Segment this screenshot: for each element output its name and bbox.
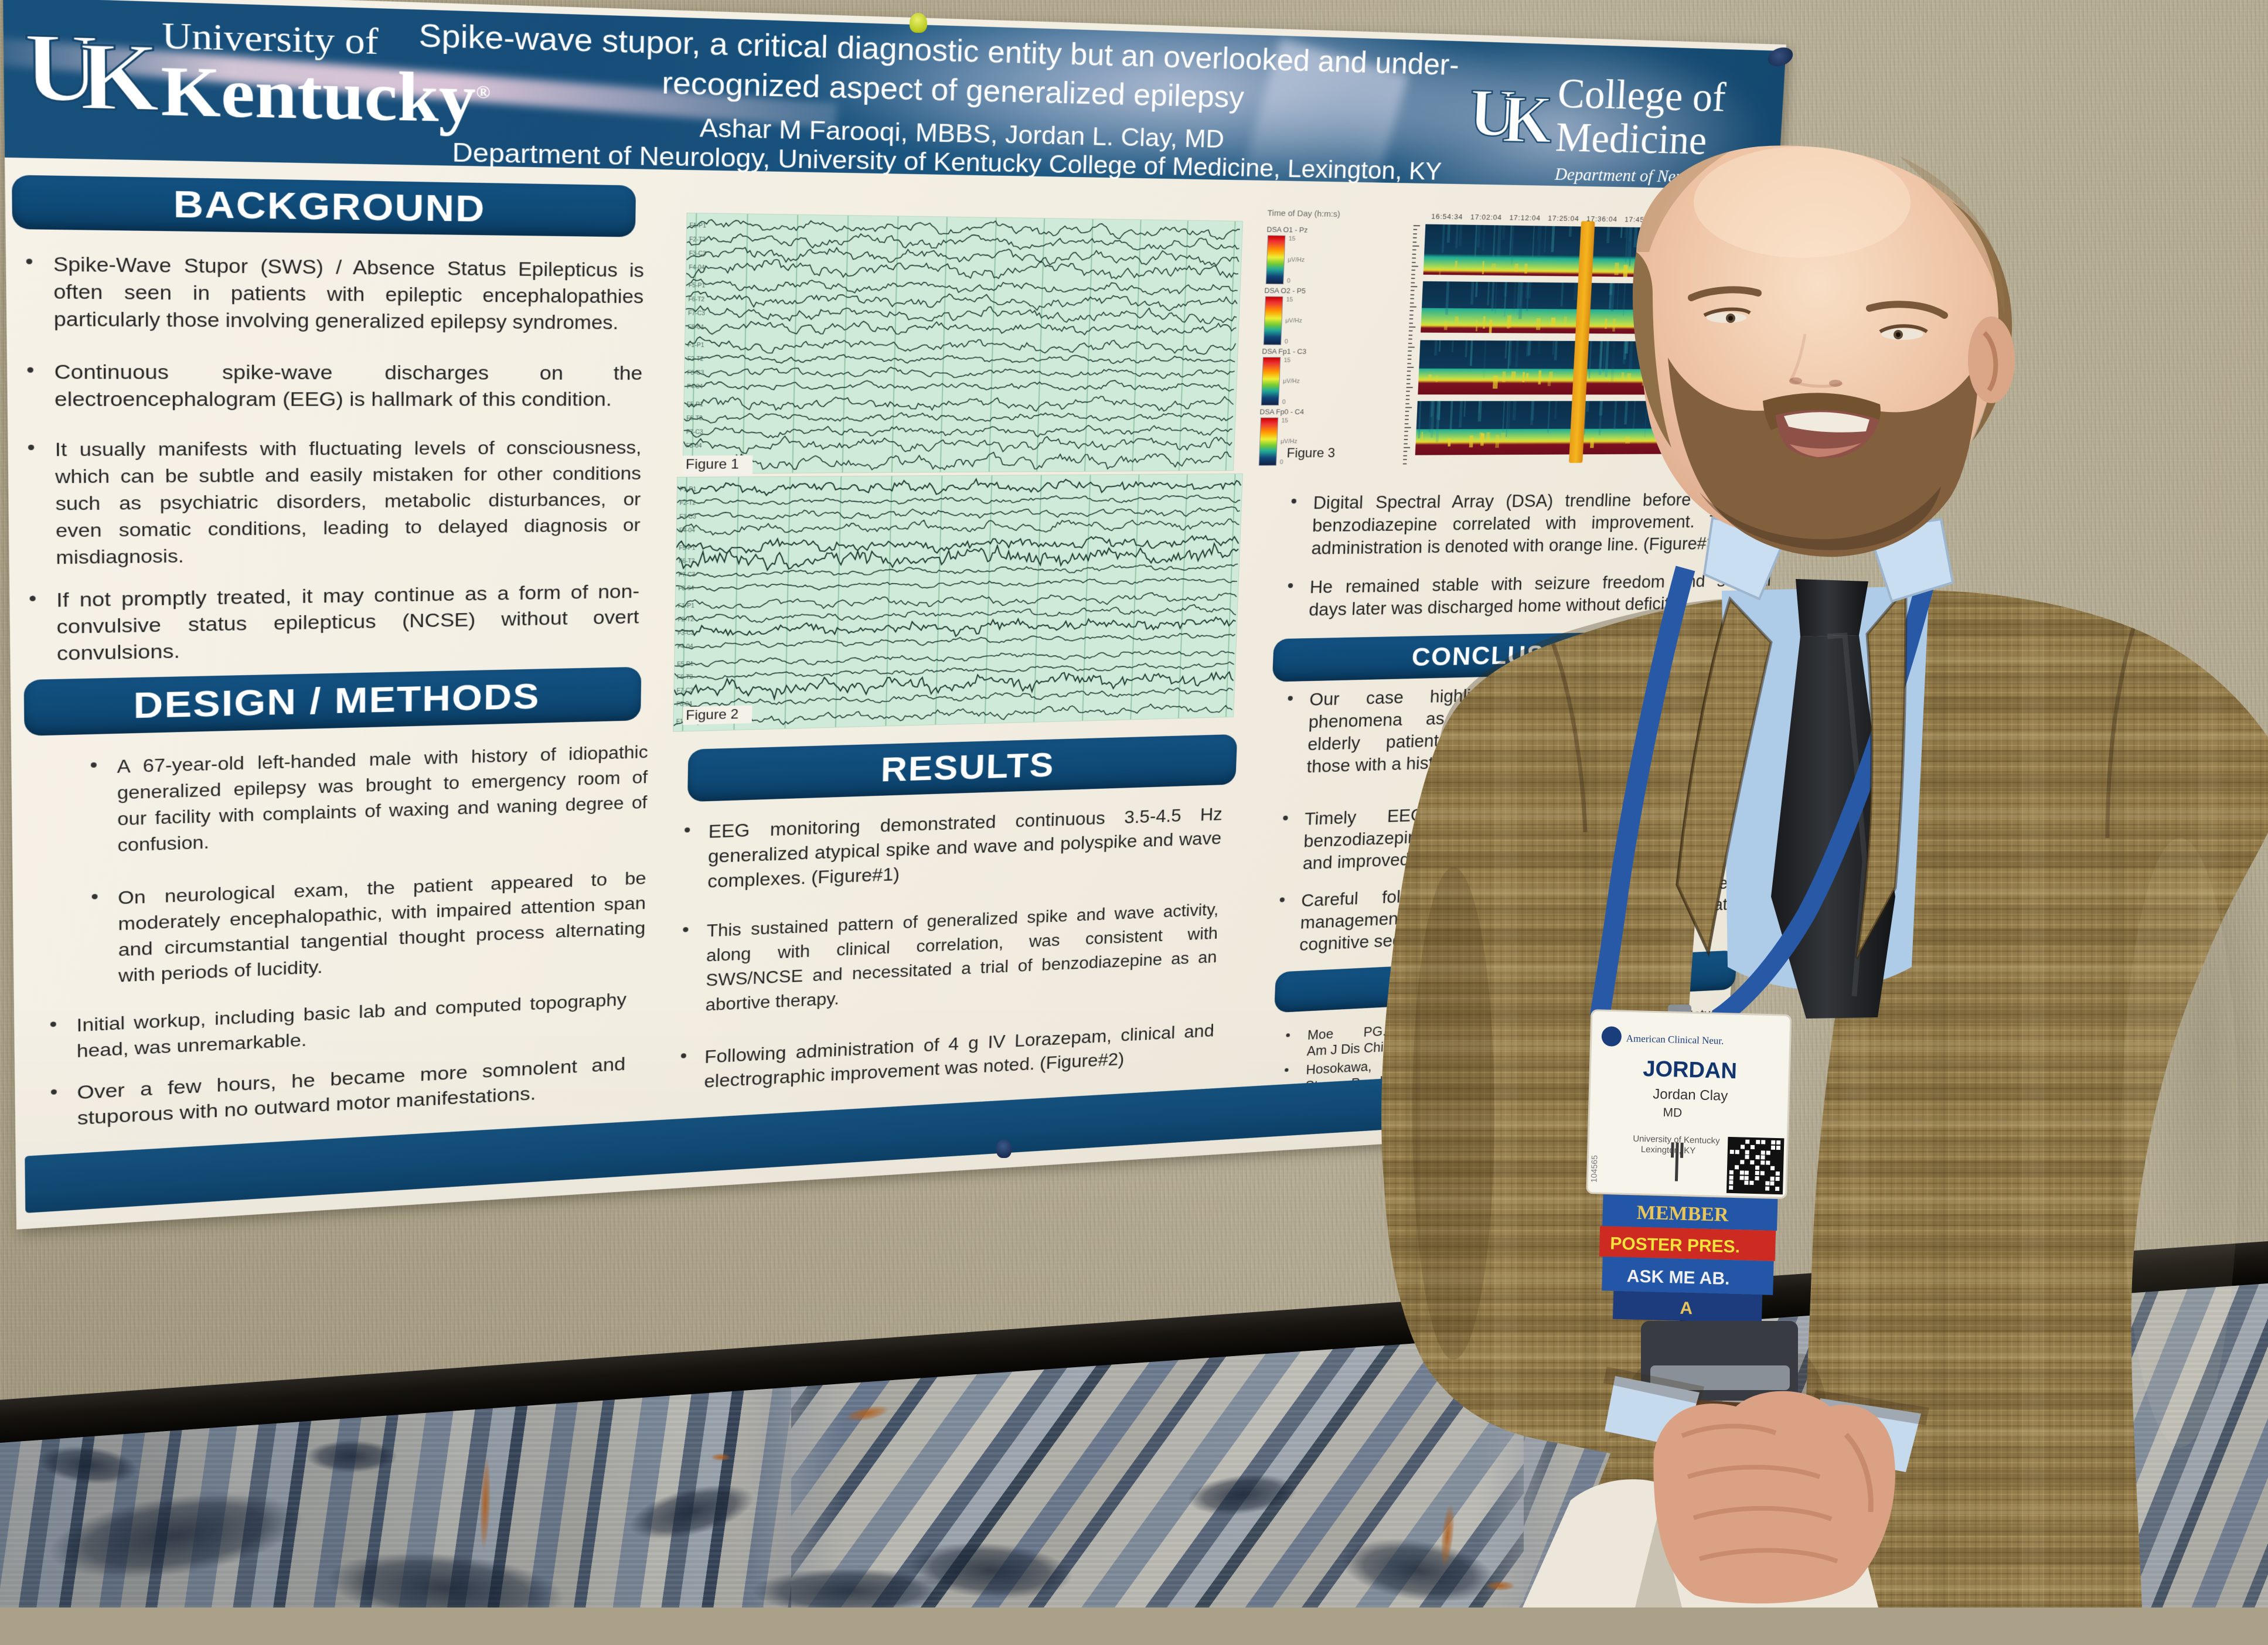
svg-text:JORDAN: JORDAN [1643,1057,1738,1084]
svg-text:F1-P1: F1-P1 [689,223,706,229]
svg-text:F2-T2: F2-T2 [689,237,706,243]
svg-text:F3-C3: F3-C3 [687,370,704,376]
svg-text:American Clinical Neur.: American Clinical Neur. [1626,1033,1724,1046]
svg-text:F2-T2: F2-T2 [677,617,694,623]
svg-text:F1-P1: F1-P1 [687,342,704,349]
svg-text:F8-04: F8-04 [676,701,692,707]
svg-text:ASK ME AB.: ASK ME AB. [1626,1266,1729,1289]
svg-text:F3-C3: F3-C3 [677,630,694,636]
svg-text:F4-04: F4-04 [679,527,695,534]
svg-text:104565: 104565 [1589,1155,1599,1183]
svg-text:University of Kentucky: University of Kentucky [1633,1134,1720,1146]
svg-text:F2-T2: F2-T2 [680,500,696,507]
svg-text:MEMBER: MEMBER [1636,1202,1729,1226]
svg-text:A: A [1680,1299,1693,1319]
svg-text:F5-P1: F5-P1 [679,545,695,551]
svg-text:F8-04: F8-04 [686,443,701,449]
svg-text:F4-04: F4-04 [689,264,704,271]
svg-text:F2-T2: F2-T2 [687,356,704,363]
svg-text:F1-P1: F1-P1 [680,486,696,493]
svg-text:F6-T2: F6-T2 [686,415,703,422]
svg-text:MD: MD [1663,1106,1682,1120]
svg-text:F4-04: F4-04 [687,384,703,390]
svg-text:F4-04: F4-04 [677,643,693,650]
svg-text:F8-04: F8-04 [688,324,704,331]
svg-text:F6-T2: F6-T2 [677,674,693,680]
svg-text:F7-C3: F7-C3 [688,311,705,317]
svg-text:F5-P1: F5-P1 [689,282,705,289]
svg-text:F5-P1: F5-P1 [687,401,703,408]
svg-text:F7-C3: F7-C3 [676,687,693,694]
svg-text:F3-C3: F3-C3 [679,514,696,520]
svg-text:F6-T2: F6-T2 [688,297,704,303]
svg-text:Jordan Clay: Jordan Clay [1653,1086,1728,1104]
svg-text:F7-C3: F7-C3 [686,429,703,435]
svg-text:F5-P1: F5-P1 [677,661,693,667]
svg-text:Lexington, KY: Lexington, KY [1641,1145,1696,1156]
svg-text:F8-04: F8-04 [678,585,694,592]
svg-text:F3-C3: F3-C3 [689,251,706,257]
svg-text:F1-P1: F1-P1 [678,603,694,609]
svg-text:F6-T2: F6-T2 [679,558,695,565]
svg-text:POSTER PRES.: POSTER PRES. [1610,1234,1741,1257]
svg-text:F7-C3: F7-C3 [679,572,696,578]
